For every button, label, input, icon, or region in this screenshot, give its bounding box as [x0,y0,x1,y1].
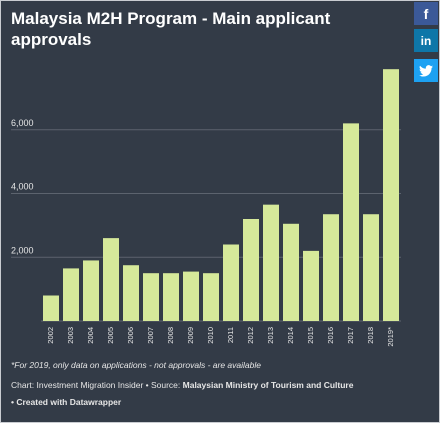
bar-2017 [343,123,359,321]
bar-2019* [383,69,399,321]
bar-2006 [123,265,139,321]
bar-2008 [163,273,179,321]
bar-2013 [263,204,279,321]
x-tick-label: 2003 [66,327,75,344]
x-tick-label: 2004 [86,327,95,344]
bar-2005 [103,238,119,321]
x-tick-label: 2010 [206,327,215,344]
x-tick-label: 2005 [106,327,115,344]
chart-credit: Chart: Investment Migration Insider • So… [11,380,353,390]
twitter-share-button[interactable] [414,59,438,82]
chart-title: Malaysia M2H Program - Main applicant ap… [11,9,331,49]
bar-2010 [203,273,219,321]
bar-2014 [283,223,299,321]
bar-2009 [183,271,199,321]
created-with-datawrapper: • Created with Datawrapper [11,397,122,407]
x-tick-label: 2019* [386,327,395,347]
y-tick-label: 4,000 [11,182,34,192]
facebook-share-button[interactable]: f [414,2,438,25]
x-tick-label: 2002 [46,327,55,344]
y-tick-label: 6,000 [11,118,34,128]
bar-2011 [223,244,239,321]
bar-2004 [83,260,99,321]
x-tick-label: 2007 [146,327,155,344]
linkedin-share-button[interactable]: in [414,29,438,52]
x-tick-label: 2008 [166,327,175,344]
x-tick-label: 2013 [266,327,275,344]
y-tick-label: 2,000 [11,245,34,255]
bar-2016 [323,214,339,321]
x-tick-label: 2009 [186,327,195,344]
x-tick-label: 2012 [246,327,255,344]
bar-2015 [303,250,319,321]
x-tick-label: 2018 [366,327,375,344]
bar-2003 [63,268,79,321]
twitter-icon [419,64,433,77]
bar-2002 [43,295,59,321]
x-tick-label: 2006 [126,327,135,344]
bar-chart: 2,000 4,000 6,000 2002 2003 2004 2005 2006 2007 2… [11,69,401,347]
bar-2007 [143,273,159,321]
credit-prefix: Chart: Investment Migration Insider • So… [11,380,183,390]
footnote: *For 2019, only data on applications - n… [11,360,261,370]
facebook-icon: f [423,5,429,22]
x-tick-label: 2011 [226,327,235,343]
x-tick-label: 2017 [346,327,355,344]
x-tick-label: 2014 [286,327,295,344]
x-tick-label: 2016 [326,327,335,344]
credit-source: Malaysian Ministry of Tourism and Cultur… [182,380,354,390]
x-tick-label: 2015 [306,327,315,344]
bar-2018 [363,214,379,321]
bar-2012 [243,219,259,321]
linkedin-icon: in [420,33,432,48]
